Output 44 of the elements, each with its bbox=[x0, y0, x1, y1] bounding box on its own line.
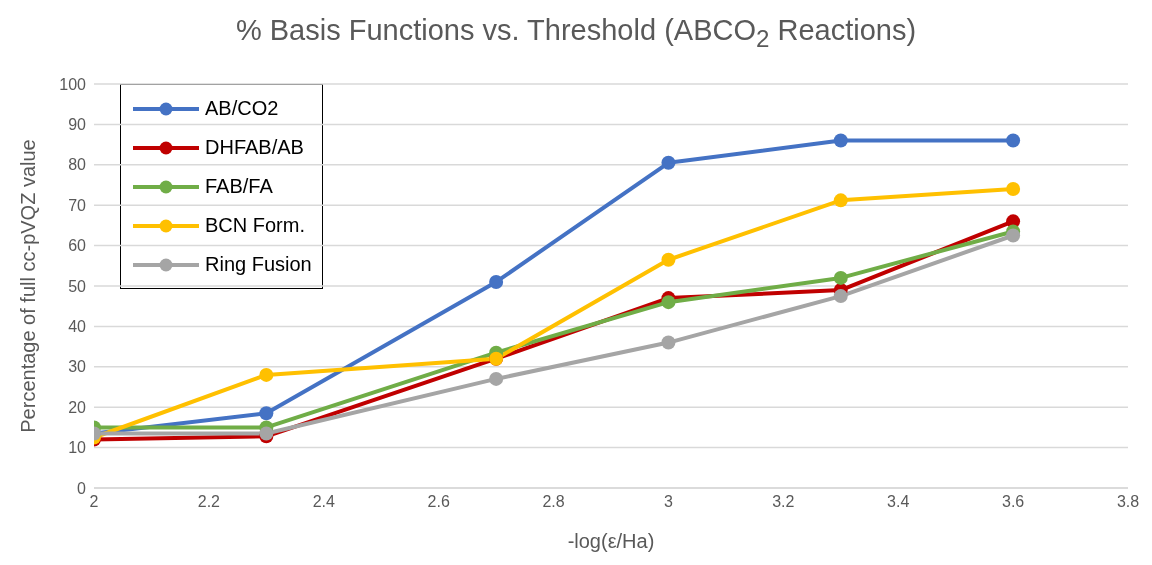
point bbox=[1006, 228, 1021, 243]
chart-title: % Basis Functions vs. Threshold (ABCO$_{2}$ Reactions) bbox=[234, 13, 918, 54]
x-tick-label: 2.4 bbox=[312, 493, 335, 511]
y-tick-label: 60 bbox=[68, 237, 87, 255]
x-tick-label: 2.8 bbox=[542, 493, 565, 511]
y-tick-label: 80 bbox=[68, 156, 87, 174]
point bbox=[259, 406, 274, 421]
y-tick-label: 30 bbox=[68, 358, 87, 376]
point bbox=[661, 252, 676, 267]
y-tick-label: 0 bbox=[77, 479, 87, 497]
x-tick-label: 3.4 bbox=[887, 493, 910, 511]
x-tick-label: 2.2 bbox=[197, 493, 221, 511]
point bbox=[259, 367, 274, 382]
point bbox=[661, 295, 676, 310]
y-tick-label: 100 bbox=[59, 75, 87, 93]
x-tick-label: 3 bbox=[663, 493, 673, 511]
y-tick-label: 70 bbox=[68, 196, 87, 214]
legend-label: DHFAB/AB bbox=[205, 136, 304, 159]
point bbox=[833, 133, 848, 148]
y-tick-label: 10 bbox=[68, 439, 87, 457]
x-tick-label: 3.8 bbox=[1116, 493, 1140, 511]
point bbox=[661, 335, 676, 350]
y-axis-title: Percentage of full cc-pVQZ value bbox=[17, 139, 39, 433]
legend-label: BCN Form. bbox=[205, 214, 305, 237]
y-tick-label: 50 bbox=[68, 277, 87, 295]
x-tick-label: 2 bbox=[89, 493, 99, 511]
point bbox=[833, 289, 848, 304]
y-tick-label: 20 bbox=[68, 398, 87, 416]
point bbox=[833, 270, 848, 285]
x-tick-label: 3.6 bbox=[1001, 493, 1025, 511]
y-tick-label: 40 bbox=[68, 318, 87, 336]
point bbox=[1006, 133, 1021, 148]
x-axis-title: -log(ε/Ha) bbox=[567, 530, 655, 552]
legend-label: FAB/FA bbox=[205, 175, 273, 198]
point bbox=[1006, 182, 1021, 197]
y-tick-label: 90 bbox=[68, 116, 87, 134]
point bbox=[661, 155, 676, 170]
legend-label: AB/CO2 bbox=[205, 97, 279, 120]
point bbox=[833, 193, 848, 208]
point bbox=[489, 371, 504, 386]
legend-label: Ring Fusion bbox=[205, 253, 312, 276]
x-tick-label: 2.6 bbox=[427, 493, 450, 511]
point bbox=[489, 274, 504, 289]
x-tick-label: 3.2 bbox=[772, 493, 795, 511]
